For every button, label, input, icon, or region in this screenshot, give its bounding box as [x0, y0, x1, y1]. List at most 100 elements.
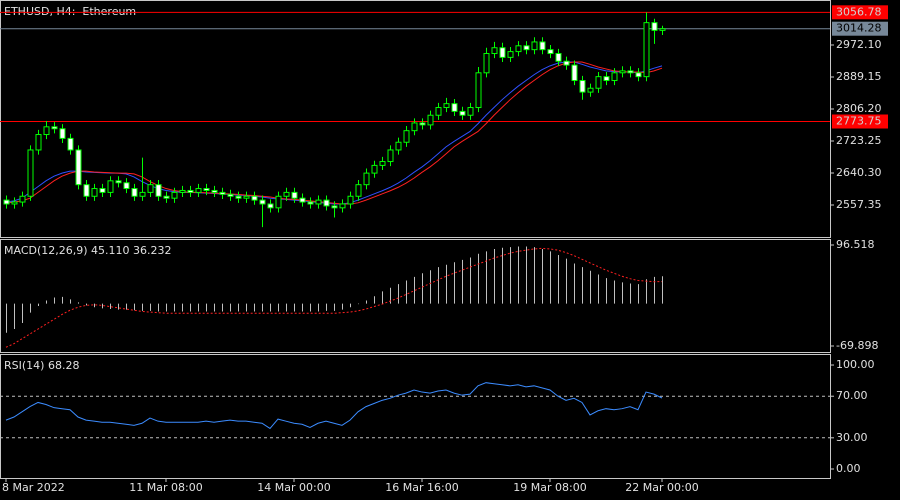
y-tick-label: 2557.35	[836, 198, 882, 211]
panel-title: ETHUSD, H4: Ethereum	[4, 5, 136, 18]
candle-body	[307, 201, 314, 205]
y-tick-label: 100.00	[836, 358, 875, 371]
candle-body	[459, 110, 466, 116]
price-level-box	[832, 5, 888, 20]
candle-body	[595, 76, 602, 89]
candle-body	[315, 199, 322, 205]
candle-body	[291, 191, 298, 199]
panel-frame	[0, 0, 831, 238]
candle-body	[499, 47, 506, 58]
y-tick-label: 2723.25	[836, 134, 882, 147]
panel-frame	[0, 239, 831, 353]
y-tick-label: 2640.30	[836, 166, 882, 179]
candle-body	[563, 60, 570, 66]
candle-body	[243, 195, 250, 199]
candle-body	[483, 53, 490, 74]
candle-body	[91, 188, 98, 197]
candle-body	[147, 184, 154, 193]
candle-body	[11, 201, 18, 205]
candle-body	[3, 199, 10, 205]
candle-body	[187, 189, 194, 193]
candle-body	[51, 126, 58, 130]
candle-body	[339, 203, 346, 209]
candle-body	[171, 191, 178, 199]
price-level-label: 2773.75	[836, 115, 882, 128]
macd-signal	[5, 247, 663, 348]
y-tick-label: 96.518	[836, 238, 875, 251]
candle-body	[99, 188, 106, 193]
candle-body	[619, 70, 626, 74]
candle-body	[27, 149, 34, 197]
bid-box	[832, 21, 888, 36]
rsi-line	[5, 382, 663, 430]
price-level-label: 3056.78	[836, 5, 882, 18]
candle-body	[579, 80, 586, 93]
y-tick-label: 70.00	[836, 389, 868, 402]
candle-body	[195, 188, 202, 193]
candle-body	[123, 182, 130, 190]
candle-body	[491, 47, 498, 55]
candle-body	[531, 41, 538, 51]
candle-body	[507, 51, 514, 58]
y-tick-label: 30.00	[836, 431, 868, 444]
candle-body	[283, 191, 290, 197]
candle-body	[179, 189, 186, 193]
candle-body	[395, 141, 402, 151]
candle-body	[115, 180, 122, 184]
candle-body	[435, 107, 442, 116]
candle-body	[379, 161, 386, 166]
candle-body	[387, 149, 394, 163]
x-tick-label: 19 Mar 08:00	[513, 481, 586, 494]
panel-frame	[0, 354, 831, 479]
candle-body	[443, 103, 450, 109]
y-tick-label: 0.00	[836, 462, 861, 475]
candle-body	[219, 191, 226, 195]
candle-body	[155, 184, 162, 197]
bid-label: 3014.28	[836, 22, 882, 35]
candle-body	[299, 197, 306, 203]
candle-body	[659, 28, 666, 31]
panel-title: MACD(12,26,9) 45.110 36.232	[4, 244, 172, 257]
candle-body	[547, 49, 554, 55]
candle-body	[203, 188, 210, 191]
candle-body	[211, 189, 218, 193]
candle-body	[235, 195, 242, 199]
candle-body	[163, 195, 170, 199]
candle-body	[139, 191, 146, 197]
candle-body	[227, 193, 234, 197]
candle-body	[331, 205, 338, 209]
candle-body	[411, 122, 418, 132]
candle-body	[627, 70, 634, 74]
candle-body	[635, 72, 642, 78]
candle-body	[43, 126, 50, 136]
candle-body	[347, 195, 354, 205]
candle-body	[571, 64, 578, 82]
candle-body	[603, 76, 610, 82]
candle-body	[19, 195, 26, 203]
x-tick-label: 8 Mar 2022	[2, 481, 65, 494]
y-tick-label: 2972.10	[836, 38, 882, 51]
candle-body	[403, 130, 410, 143]
candle-body	[363, 172, 370, 186]
price-level-box	[832, 114, 888, 129]
x-tick-label: 22 Mar 00:00	[625, 481, 698, 494]
candle-body	[35, 134, 42, 151]
y-tick-label: -69.898	[836, 339, 878, 352]
candle-body	[475, 72, 482, 109]
candle-body	[259, 199, 266, 205]
x-tick-label: 16 Mar 16:00	[385, 481, 458, 494]
candle-body	[267, 203, 274, 209]
candle-body	[323, 199, 330, 207]
x-tick-label: 14 Mar 00:00	[257, 481, 330, 494]
candle-body	[651, 22, 658, 31]
candle-body	[131, 188, 138, 197]
candle-body	[523, 45, 530, 51]
y-tick-label: 2806.20	[836, 102, 882, 115]
candle-body	[587, 87, 594, 93]
candle-body	[251, 195, 258, 201]
candle-body	[419, 122, 426, 126]
candle-body	[83, 184, 90, 197]
